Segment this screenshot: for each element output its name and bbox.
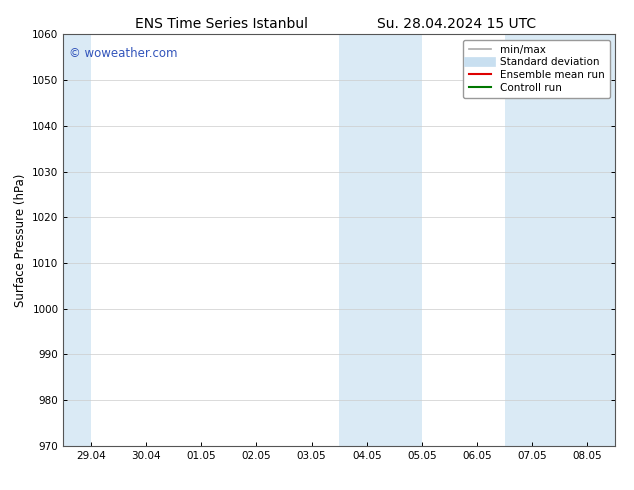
Text: ENS Time Series Istanbul: ENS Time Series Istanbul [136,17,308,31]
Bar [339,34,422,446]
Y-axis label: Surface Pressure (hPa): Surface Pressure (hPa) [14,173,27,307]
Bar [505,34,615,446]
Text: Su. 28.04.2024 15 UTC: Su. 28.04.2024 15 UTC [377,17,536,31]
Legend: min/max, Standard deviation, Ensemble mean run, Controll run: min/max, Standard deviation, Ensemble me… [463,40,610,98]
Text: © woweather.com: © woweather.com [69,47,178,60]
Bar [63,34,91,446]
